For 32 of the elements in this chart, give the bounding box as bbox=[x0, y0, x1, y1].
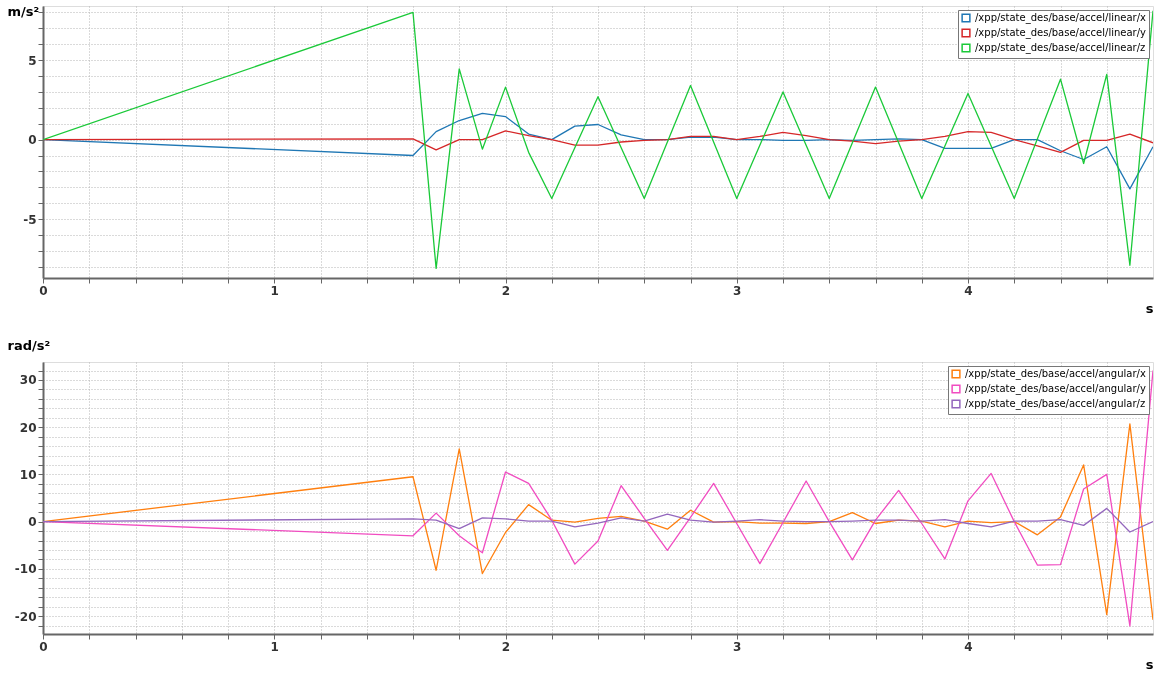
x-tick-label: 4 bbox=[964, 283, 973, 298]
x-tick-label: 1 bbox=[270, 639, 279, 654]
x-tick-label: 1 bbox=[270, 283, 279, 298]
legend-label: /xpp/state_des/base/accel/linear/z bbox=[975, 42, 1146, 54]
y-tick-label: 10 bbox=[19, 467, 37, 482]
legend-label: /xpp/state_des/base/accel/angular/z bbox=[965, 398, 1146, 410]
x-tick-label: 0 bbox=[39, 639, 48, 654]
x-tick-label: 0 bbox=[39, 283, 48, 298]
y-tick-label: -20 bbox=[14, 609, 37, 624]
y-tick-label: 5 bbox=[28, 53, 37, 68]
x-tick-label: 2 bbox=[501, 639, 511, 654]
y-tick-label: -10 bbox=[14, 562, 37, 577]
x-tick-label: 3 bbox=[733, 283, 742, 298]
y-tick-label: 20 bbox=[19, 420, 37, 435]
y-axis-title: m/s² bbox=[7, 3, 40, 19]
y-tick-label: 0 bbox=[28, 133, 37, 148]
x-tick-label: 3 bbox=[733, 639, 742, 654]
legend-label: /xpp/state_des/base/accel/linear/x bbox=[975, 12, 1147, 24]
legend-label: /xpp/state_des/base/accel/angular/y bbox=[965, 383, 1146, 395]
x-tick-label: 4 bbox=[964, 639, 973, 654]
legend-label: /xpp/state_des/base/accel/linear/y bbox=[975, 27, 1147, 39]
x-axis-title: s bbox=[1145, 300, 1154, 316]
line-series bbox=[43, 130, 1153, 153]
y-axis-title: rad/s² bbox=[7, 337, 51, 353]
line-series bbox=[43, 507, 1153, 533]
y-tick-label: 30 bbox=[19, 373, 37, 388]
y-tick-label: 0 bbox=[28, 515, 37, 530]
line-series bbox=[43, 10, 1153, 270]
x-tick-label: 2 bbox=[501, 283, 511, 298]
legend-label: /xpp/state_des/base/accel/angular/x bbox=[965, 368, 1146, 380]
x-axis-title: s bbox=[1145, 656, 1154, 672]
y-tick-label: -5 bbox=[23, 212, 37, 227]
